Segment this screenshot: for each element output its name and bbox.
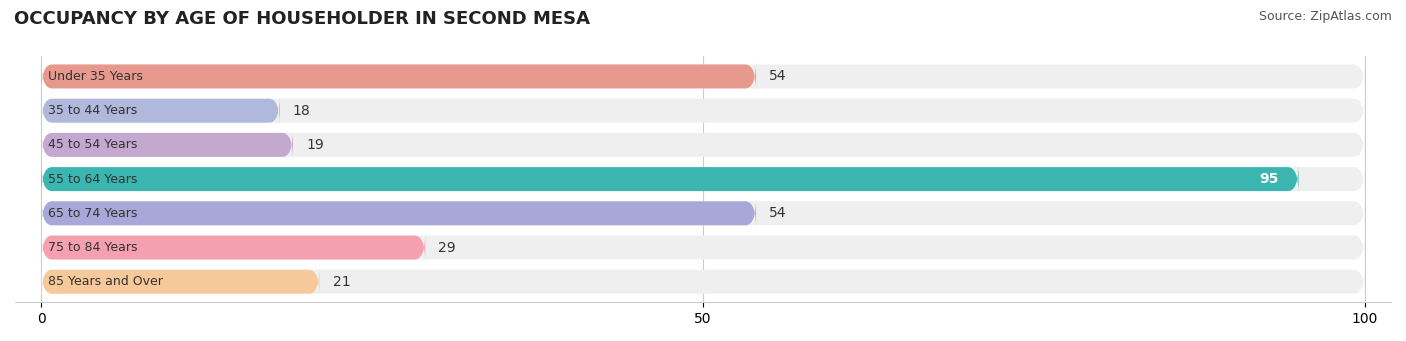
FancyBboxPatch shape bbox=[41, 164, 1365, 194]
Text: 19: 19 bbox=[307, 138, 323, 152]
FancyBboxPatch shape bbox=[41, 130, 292, 160]
Text: 65 to 74 Years: 65 to 74 Years bbox=[48, 207, 138, 220]
FancyBboxPatch shape bbox=[41, 95, 1365, 126]
FancyBboxPatch shape bbox=[41, 95, 280, 126]
FancyBboxPatch shape bbox=[41, 198, 1365, 229]
Text: 55 to 64 Years: 55 to 64 Years bbox=[48, 173, 138, 186]
Text: 35 to 44 Years: 35 to 44 Years bbox=[48, 104, 138, 117]
Text: 29: 29 bbox=[439, 240, 456, 254]
FancyBboxPatch shape bbox=[41, 232, 425, 263]
FancyBboxPatch shape bbox=[41, 266, 1365, 297]
Text: 85 Years and Over: 85 Years and Over bbox=[48, 275, 163, 288]
Text: Under 35 Years: Under 35 Years bbox=[48, 70, 143, 83]
FancyBboxPatch shape bbox=[41, 164, 1299, 194]
FancyBboxPatch shape bbox=[41, 130, 1365, 160]
FancyBboxPatch shape bbox=[41, 198, 756, 229]
FancyBboxPatch shape bbox=[41, 61, 756, 92]
Text: 54: 54 bbox=[769, 206, 786, 220]
Text: Source: ZipAtlas.com: Source: ZipAtlas.com bbox=[1258, 10, 1392, 23]
Text: 45 to 54 Years: 45 to 54 Years bbox=[48, 138, 138, 151]
FancyBboxPatch shape bbox=[41, 61, 1365, 92]
Text: OCCUPANCY BY AGE OF HOUSEHOLDER IN SECOND MESA: OCCUPANCY BY AGE OF HOUSEHOLDER IN SECON… bbox=[14, 10, 591, 28]
Text: 95: 95 bbox=[1260, 172, 1278, 186]
FancyBboxPatch shape bbox=[41, 232, 1365, 263]
Text: 75 to 84 Years: 75 to 84 Years bbox=[48, 241, 138, 254]
FancyBboxPatch shape bbox=[41, 266, 319, 297]
Text: 54: 54 bbox=[769, 70, 786, 84]
Text: 18: 18 bbox=[292, 104, 311, 118]
Text: 21: 21 bbox=[333, 275, 350, 289]
